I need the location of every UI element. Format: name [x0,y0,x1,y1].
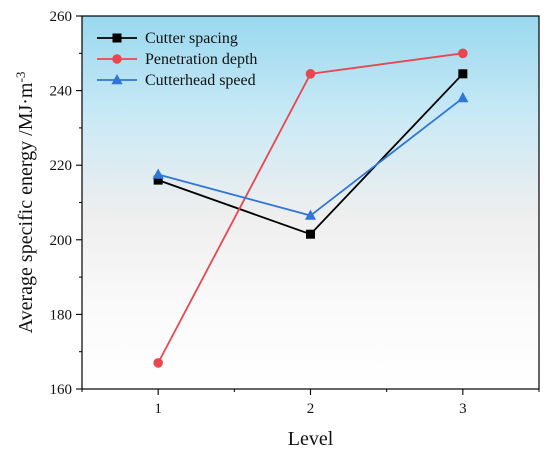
legend-marker [112,54,122,64]
y-axis-ticks: 160 180 200 220 240 260 [50,9,82,398]
data-point [458,48,468,59]
legend: Cutter spacing Penetration depth Cutterhea… [97,30,257,89]
y-axis-title-main: Average specific energy /MJ·m [15,82,37,333]
data-point [305,69,316,79]
y-tick-label: 260 [50,9,73,25]
y-tick-label: 160 [50,382,73,398]
y-tick-label: 240 [50,84,73,100]
plot-frame [81,15,540,390]
data-point [304,209,317,220]
legend-label: Cutterhead speed [145,72,256,89]
legend-item: Cutter spacing [97,30,238,47]
legend-marker [111,74,123,85]
y-axis-title: Average specific energy /MJ·m-3 [13,72,37,334]
y-tick-label: 180 [50,307,73,323]
series-layer [152,48,469,368]
legend-label: Cutter spacing [145,30,238,47]
legend-item: Penetration depth [97,51,257,68]
x-axis-ticks: 1 2 3 [81,389,540,417]
series-penetration-depth [153,48,468,368]
y-tick-label: 220 [50,158,73,174]
data-point [457,92,469,103]
y-axis-title-superscript: -3 [13,72,28,83]
legend-label: Penetration depth [145,51,257,68]
x-axis-title: Level [288,428,334,450]
data-point [153,358,163,368]
data-point [153,175,163,185]
data-point [458,69,468,79]
x-tick-label: 1 [154,401,162,417]
y-tick-label: 200 [50,233,73,249]
series-cutterhead-speed [152,92,469,220]
x-tick-label: 3 [459,401,467,417]
x-tick-label: 2 [307,401,315,417]
legend-item: Cutterhead speed [97,72,256,89]
data-point [306,229,315,239]
series-cutter-spacing [153,69,468,239]
legend-marker [112,33,122,43]
data-point [152,168,164,179]
